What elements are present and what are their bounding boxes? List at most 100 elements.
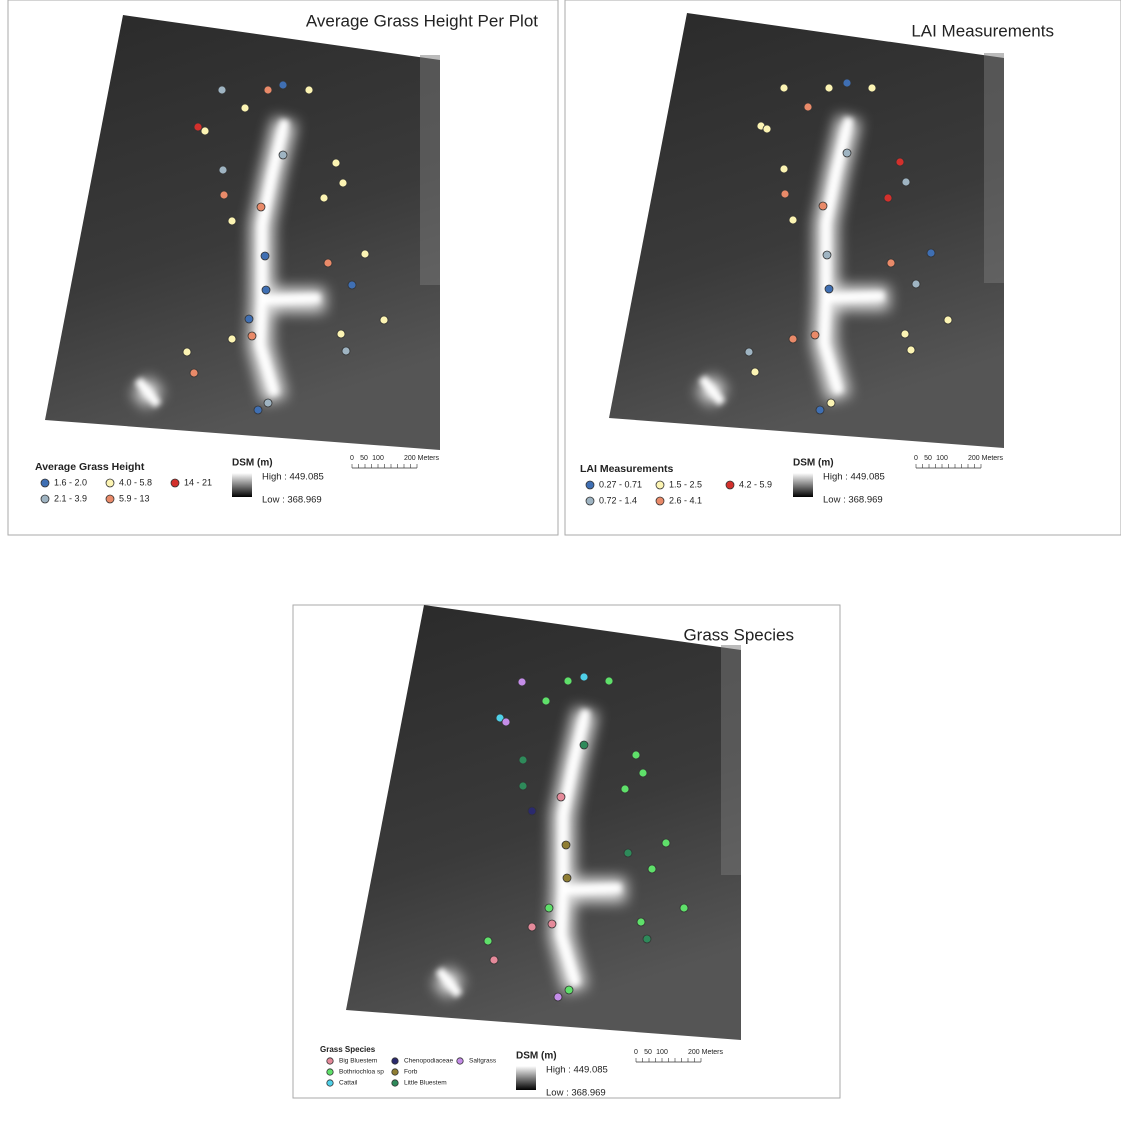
sample-point: [825, 84, 833, 92]
legend-swatch: [392, 1058, 398, 1064]
panel-title: LAI Measurements: [911, 21, 1054, 40]
sample-point: [361, 250, 369, 258]
map-shadow: [984, 53, 1004, 283]
sample-point: [548, 920, 556, 928]
map-shadow: [721, 645, 741, 875]
dsm-title: DSM (m): [516, 1051, 557, 1062]
sample-point: [887, 259, 895, 267]
dsm-low: Low : 368.969: [823, 495, 883, 506]
scale-label: 200 Meters: [968, 455, 1004, 462]
legend-swatch: [726, 481, 734, 489]
sample-point: [201, 127, 209, 135]
sample-point: [780, 84, 788, 92]
sample-point: [789, 335, 797, 343]
legend-label: 1.6 - 2.0: [54, 477, 87, 487]
scale-label: 50: [924, 455, 932, 462]
sample-point: [305, 86, 313, 94]
sample-point: [896, 158, 904, 166]
sample-point: [637, 918, 645, 926]
map-shadow: [420, 55, 440, 285]
sample-point: [332, 159, 340, 167]
sample-point: [843, 149, 851, 157]
sample-point: [868, 84, 876, 92]
sample-point: [324, 259, 332, 267]
sample-point: [562, 841, 570, 849]
sample-point: [901, 330, 909, 338]
sample-point: [944, 316, 952, 324]
scale-label: 200 Meters: [404, 455, 440, 462]
panel-title: Average Grass Height Per Plot: [306, 11, 538, 30]
legend-swatch: [327, 1069, 333, 1075]
legend-label: 0.27 - 0.71: [599, 479, 642, 489]
sample-point: [518, 678, 526, 686]
sample-point: [190, 369, 198, 377]
legend-label: Forb: [404, 1069, 418, 1076]
scale-label: 0: [350, 455, 354, 462]
panel-title: Grass Species: [683, 625, 794, 644]
legend-swatch: [656, 497, 664, 505]
sample-point: [228, 217, 236, 225]
dsm-ramp: [516, 1066, 536, 1090]
dsm-low: Low : 368.969: [262, 495, 322, 506]
sample-point: [279, 81, 287, 89]
legend-label: Little Bluestem: [404, 1080, 447, 1087]
sample-point: [781, 190, 789, 198]
legend-swatch: [41, 479, 49, 487]
sample-point: [745, 348, 753, 356]
figure: Average Grass Height Per PlotNAverage Gr…: [0, 0, 1121, 1123]
sample-point: [261, 252, 269, 260]
legend-swatch: [41, 495, 49, 503]
legend-swatch: [327, 1080, 333, 1086]
legend-label: 14 - 21: [184, 477, 212, 487]
dsm-high: High : 449.085: [546, 1065, 608, 1076]
legend-swatch: [106, 479, 114, 487]
sample-point: [912, 280, 920, 288]
legend-title: LAI Measurements: [580, 463, 674, 475]
legend-label: Chenopodiaceae: [404, 1058, 454, 1065]
sample-point: [528, 807, 536, 815]
dsm-high: High : 449.085: [823, 472, 885, 483]
scale-label: 0: [634, 1049, 638, 1056]
sample-point: [825, 285, 833, 293]
sample-point: [816, 406, 824, 414]
legend-swatch: [392, 1080, 398, 1086]
sample-point: [220, 191, 228, 199]
sample-point: [557, 793, 565, 801]
sample-point: [545, 904, 553, 912]
sample-point: [580, 741, 588, 749]
legend-swatch: [392, 1069, 398, 1075]
legend-title: Grass Species: [320, 1045, 376, 1054]
sample-point: [262, 286, 270, 294]
sample-point: [245, 315, 253, 323]
sample-point: [528, 923, 536, 931]
legend-swatch: [457, 1058, 463, 1064]
sample-point: [621, 785, 629, 793]
legend-label: 5.9 - 13: [119, 493, 150, 503]
legend-swatch: [106, 495, 114, 503]
legend-swatch: [586, 497, 594, 505]
legend-label: 4.0 - 5.8: [119, 477, 152, 487]
scale-label: 100: [656, 1049, 668, 1056]
sample-point: [264, 86, 272, 94]
sample-point: [823, 251, 831, 259]
sample-point: [565, 986, 573, 994]
dsm-title: DSM (m): [793, 458, 834, 469]
sample-point: [502, 718, 510, 726]
sample-point: [554, 993, 562, 1001]
legend-label: Cattail: [339, 1080, 358, 1087]
sample-point: [662, 839, 670, 847]
legend-swatch: [327, 1058, 333, 1064]
sample-point: [219, 166, 227, 174]
sample-point: [563, 874, 571, 882]
sample-point: [339, 179, 347, 187]
sample-point: [643, 935, 651, 943]
sample-point: [804, 103, 812, 111]
sample-point: [320, 194, 328, 202]
sample-point: [605, 677, 613, 685]
sample-point: [380, 316, 388, 324]
legend-label: 4.2 - 5.9: [739, 479, 772, 489]
sample-point: [519, 782, 527, 790]
